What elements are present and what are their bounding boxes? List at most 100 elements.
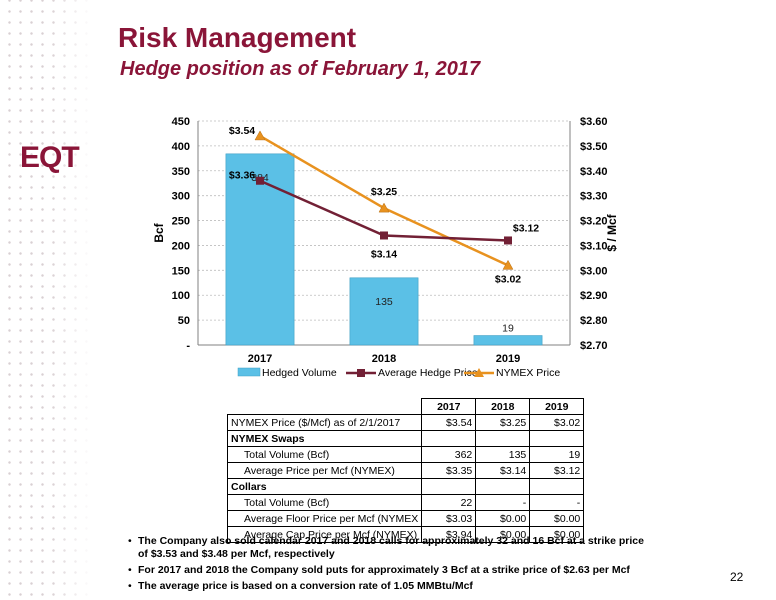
line-nymex-price (259, 134, 509, 267)
table-row: Collars (226, 478, 585, 495)
y-tick-label: 450 (172, 116, 190, 128)
table-row: Average Price per Mcf (NYMEX) $3.35 $3.14 $… (226, 462, 585, 479)
nymex-data-label: $3.54 (229, 125, 255, 137)
table-header-blank (228, 399, 422, 415)
table-header-2019: 2019 (529, 398, 585, 415)
y-tick-label: 350 (172, 166, 190, 178)
table-row-label: Total Volume (Bcf) (226, 494, 423, 511)
table-row-label: NYMEX Swaps (226, 430, 423, 447)
table-row-label: Average Floor Price per Mcf (NYMEX (226, 510, 423, 527)
bar-hedged-volume (225, 153, 295, 346)
y2-tick-label: $3.50 (580, 141, 608, 153)
table-cell: $0.00 (475, 510, 531, 527)
page-subtitle: Hedge position as of February 1, 2017 (120, 58, 481, 80)
table-header-2017: 2017 (421, 398, 477, 415)
table-cell (529, 478, 585, 495)
footnotes: The Company also sold calendar 2017 and … (128, 535, 648, 596)
y2-tick-label: $3.60 (580, 116, 608, 128)
table-cell: $3.35 (421, 462, 477, 479)
table-row: Total Volume (Bcf) 22- - (226, 494, 585, 511)
table-cell: $3.14 (475, 462, 531, 479)
hedge-data-label: $3.36 (229, 170, 255, 182)
table-cell: $3.02 (529, 414, 585, 431)
nymex-data-label: $3.02 (495, 273, 521, 285)
table-cell: $3.25 (475, 414, 531, 431)
legend-label: Average Hedge Price (378, 367, 478, 379)
table-cell: $3.12 (529, 462, 585, 479)
table-header-2018: 2018 (475, 398, 531, 415)
footnote: The Company also sold calendar 2017 and … (128, 535, 648, 561)
bar-hedged-volume (473, 335, 543, 346)
y-tick-label: - (186, 340, 190, 352)
x-tick-label: 2017 (248, 353, 272, 365)
table-row: Average Floor Price per Mcf (NYMEX $3.03 $… (226, 510, 585, 527)
table-cell (475, 430, 531, 447)
legend-marker-nymex-price (474, 368, 484, 377)
table-cell: 22 (421, 494, 477, 511)
legend-label: Hedged Volume (262, 367, 337, 379)
marker-average-hedge-price (380, 231, 388, 240)
y-tick-label: 100 (172, 290, 190, 302)
y2-axis-title: $ / Mcf (605, 213, 619, 251)
y2-tick-label: $3.30 (580, 191, 608, 203)
marker-nymex-price (502, 259, 514, 270)
footnote: For 2017 and 2018 the Company sold puts … (128, 564, 648, 577)
table-cell: - (475, 494, 531, 511)
table-row-label: Average Price per Mcf (NYMEX) (226, 462, 423, 479)
hedge-data-label: $3.12 (513, 222, 539, 234)
table-cell: 362 (421, 446, 477, 463)
table-row: NYMEX Price ($/Mcf) as of 2/1/2017 $3.54 $… (226, 414, 585, 431)
bar-data-label: 19 (502, 323, 514, 335)
bar-data-label: 135 (375, 296, 393, 308)
table-row-label: NYMEX Price ($/Mcf) as of 2/1/2017 (226, 414, 423, 431)
y2-tick-label: $3.20 (580, 216, 608, 228)
y2-tick-label: $2.70 (580, 340, 608, 352)
table-header-row: 2017 2018 2019 (228, 398, 585, 415)
logo-text: EQT (20, 141, 79, 174)
y-tick-label: 400 (172, 141, 190, 153)
table-cell (529, 430, 585, 447)
marker-average-hedge-price (256, 176, 264, 185)
table-cell: 135 (475, 446, 531, 463)
table-row: Total Volume (Bcf) 362 135 19 (226, 446, 585, 463)
y2-tick-label: $3.00 (580, 265, 608, 277)
hedge-table: 2017 2018 2019 NYMEX Price ($/Mcf) as of… (226, 398, 585, 543)
nymex-data-label: $3.25 (371, 186, 397, 198)
y-tick-label: 50 (178, 315, 190, 327)
table-row-label: Total Volume (Bcf) (226, 446, 423, 463)
table-cell: $0.00 (529, 510, 585, 527)
legend-marker-average-hedge-price (357, 369, 365, 377)
bar-hedged-volume (349, 277, 419, 346)
hedge-data-label: $3.14 (371, 248, 397, 260)
table-cell: $3.54 (421, 414, 477, 431)
y2-tick-label: $3.40 (580, 166, 608, 178)
y-tick-label: 150 (172, 265, 190, 277)
table-row-label: Collars (226, 478, 423, 495)
x-tick-label: 2018 (372, 353, 396, 365)
table-cell (421, 430, 477, 447)
footnote: The average price is based on a conversi… (128, 580, 648, 593)
legend-swatch-hedged-volume (237, 367, 261, 377)
y2-tick-label: $2.90 (580, 290, 608, 302)
table-cell: 19 (529, 446, 585, 463)
x-tick-label: 2019 (496, 353, 520, 365)
table-cell: - (529, 494, 585, 511)
y2-tick-label: $3.10 (580, 240, 608, 252)
legend-label: NYMEX Price (496, 367, 560, 379)
y-tick-label: 200 (172, 240, 190, 252)
marker-nymex-price (254, 130, 266, 141)
y-axis-title: Bcf (152, 222, 166, 242)
table-cell: $3.03 (421, 510, 477, 527)
table-cell (475, 478, 531, 495)
y-tick-label: 300 (172, 191, 190, 203)
y-tick-label: 250 (172, 216, 190, 228)
eqt-logo: EQT (20, 141, 80, 174)
page-title: Risk Management (118, 22, 357, 53)
table-row: NYMEX Swaps (226, 430, 585, 447)
page-number: 22 (730, 570, 744, 584)
marker-average-hedge-price (504, 236, 512, 245)
y2-tick-label: $2.80 (580, 315, 608, 327)
table-cell (421, 478, 477, 495)
marker-nymex-price (378, 202, 390, 213)
